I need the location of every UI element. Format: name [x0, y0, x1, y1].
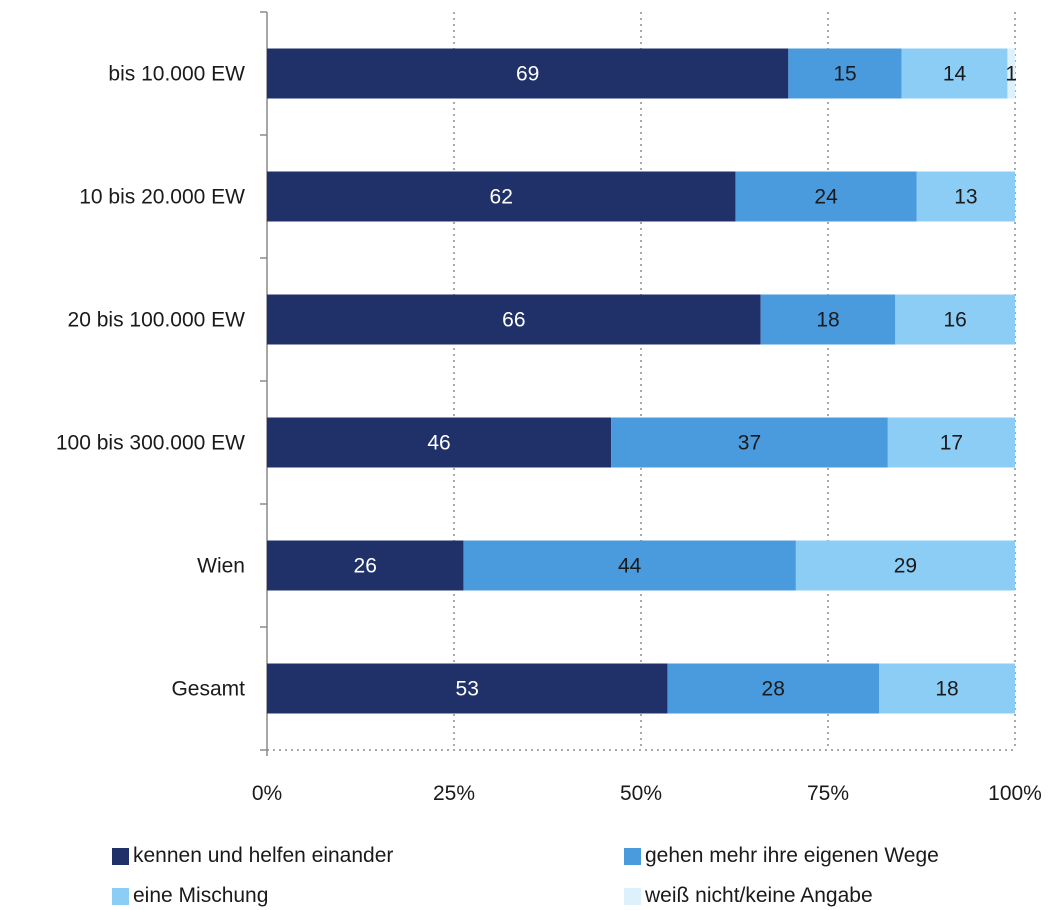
legend-swatch-1: [112, 847, 129, 865]
bar-3-0: [267, 417, 612, 468]
data-label-0-3: 1: [1005, 63, 1017, 86]
data-label-4-0: 26: [354, 555, 377, 578]
bar-4-0: [267, 540, 464, 591]
category-label-3: 100 bis 300.000 EW: [56, 432, 245, 455]
stacked-bar-chart: 0% 25% 50% 75% 100% bis 10.000 EW 69 15 14 1 10 bi…: [56, 11, 1042, 805]
bar-2-0: [267, 294, 761, 345]
data-label-1-0: 62: [490, 186, 513, 209]
category-label-4: Wien: [197, 555, 245, 578]
category-label-5: Gesamt: [171, 678, 245, 701]
x-tick-label-0: 0%: [252, 782, 282, 805]
bar-4-2: [795, 540, 1015, 591]
bar-0-1: [788, 48, 902, 99]
data-label-2-0: 66: [502, 309, 525, 332]
legend-label-3: eine Mischung: [133, 884, 269, 907]
x-tick-label-3: 75%: [807, 782, 849, 805]
data-label-1-2: 13: [954, 186, 977, 209]
x-tick-label-1: 25%: [433, 782, 475, 805]
data-label-1-1: 24: [814, 186, 838, 209]
legend-swatch-4: [624, 887, 641, 905]
data-label-4-2: 29: [894, 555, 917, 578]
legend-item-1: kennen und helfen einander: [112, 844, 393, 868]
data-label-3-2: 17: [940, 432, 963, 455]
bar-1-2: [916, 171, 1015, 222]
legend-swatch-2: [624, 847, 641, 865]
category-label-0: bis 10.000 EW: [108, 63, 245, 86]
bar-5-2: [879, 663, 1015, 714]
bar-0-0: [267, 48, 789, 99]
data-label-2-2: 16: [943, 309, 966, 332]
category-label-2: 20 bis 100.000 EW: [68, 309, 246, 332]
bar-1-1: [735, 171, 917, 222]
bar-0-2: [901, 48, 1008, 99]
data-label-3-1: 37: [738, 432, 761, 455]
legend-label-1: kennen und helfen einander: [133, 844, 394, 867]
legend-item-4: weiß nicht/keine Angabe: [624, 884, 873, 908]
legend-item-2: gehen mehr ihre eigenen Wege: [624, 844, 939, 868]
data-label-2-1: 18: [816, 309, 839, 332]
bar-5-0: [267, 663, 668, 714]
data-label-5-1: 28: [762, 678, 785, 701]
x-tick-label-4: 100%: [988, 782, 1042, 805]
data-label-5-2: 18: [935, 678, 958, 701]
bar-3-2: [887, 417, 1015, 468]
bar-2-1: [760, 294, 896, 345]
legend-item-3: eine Mischung: [112, 884, 268, 908]
data-label-0-2: 14: [943, 63, 967, 86]
data-label-0-0: 69: [516, 63, 539, 86]
legend-swatch-3: [112, 887, 129, 905]
bar-0-3: [1007, 48, 1015, 99]
data-label-0-1: 15: [833, 63, 856, 86]
bar-1-0: [267, 171, 736, 222]
legend-label-4: weiß nicht/keine Angabe: [645, 884, 873, 907]
data-label-4-1: 44: [618, 555, 642, 578]
legend-label-2: gehen mehr ihre eigenen Wege: [645, 844, 939, 867]
bar-2-2: [895, 294, 1015, 345]
category-label-1: 10 bis 20.000 EW: [79, 186, 245, 209]
data-label-3-0: 46: [427, 432, 450, 455]
bar-3-1: [611, 417, 888, 468]
data-label-5-0: 53: [456, 678, 479, 701]
bar-4-1: [463, 540, 796, 591]
x-tick-label-2: 50%: [620, 782, 662, 805]
bar-5-1: [667, 663, 879, 714]
